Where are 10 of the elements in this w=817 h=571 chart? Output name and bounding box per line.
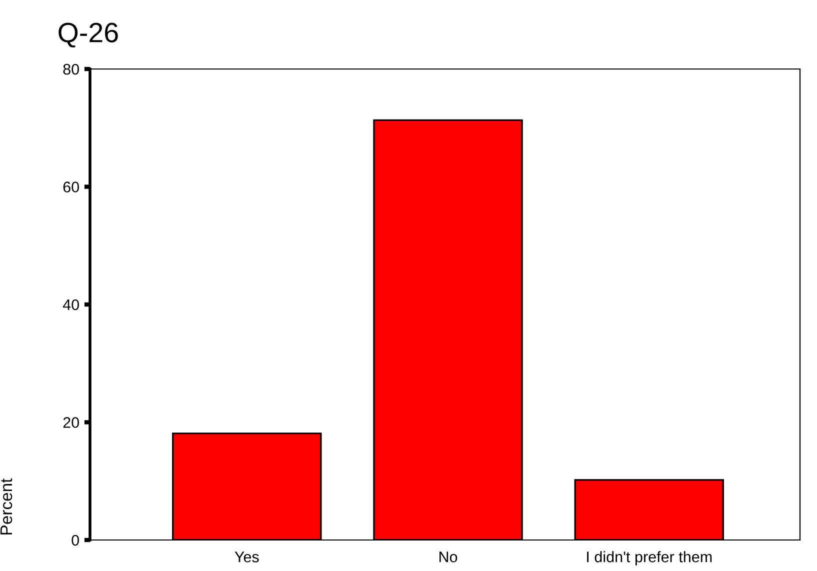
y-tick-label: 40: [62, 299, 79, 310]
y-tick-label: 0: [72, 534, 79, 546]
x-tick-label: Yes: [234, 552, 259, 562]
y-tick-label: 20: [63, 417, 79, 428]
chart-title: Q-26: [58, 22, 118, 48]
y-tick-label: 60: [63, 182, 79, 192]
y-tick-label: 80: [63, 64, 79, 75]
x-tick-label: No: [440, 552, 458, 562]
x-tick-label: I didn't prefer them: [587, 551, 712, 566]
y-axis-title: Percent: [0, 478, 12, 534]
